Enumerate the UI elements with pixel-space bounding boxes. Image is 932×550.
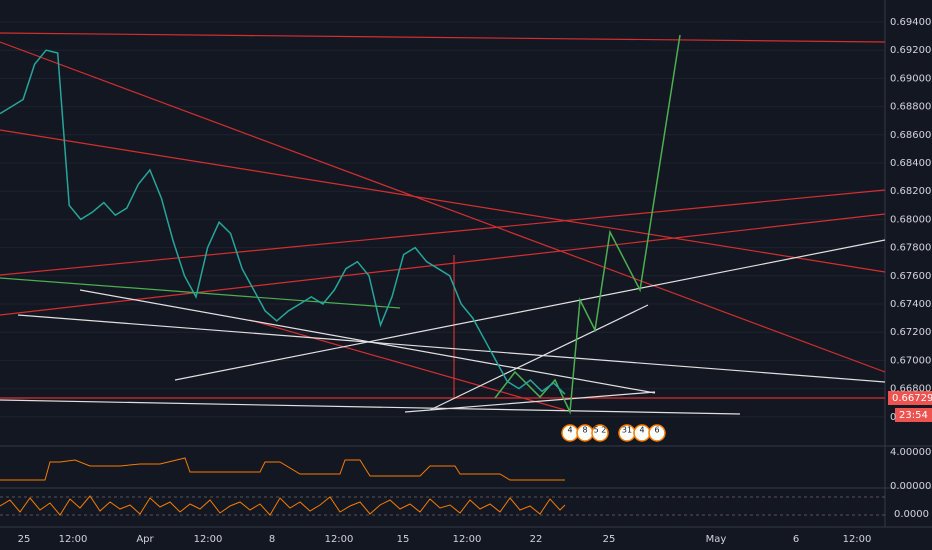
- projection-path: [494, 34, 681, 415]
- price-axis-label: 0.67400: [890, 299, 931, 310]
- current-price: 0.66729: [892, 393, 932, 404]
- trend-line: [249, 319, 566, 411]
- badge-label: 4: [567, 426, 572, 435]
- price-label-bg: [888, 391, 932, 405]
- time-axis-label: Apr: [136, 534, 154, 545]
- countdown-bg: [895, 408, 932, 422]
- time-axis-label: 12:00: [59, 534, 88, 545]
- indicator-axis-label: 4.00000: [890, 447, 931, 458]
- badge-label: 31: [622, 426, 632, 435]
- badge-label: 6: [654, 426, 659, 435]
- price-axis-label: 0.69200: [890, 45, 931, 56]
- price-axis-label: 0.67000: [890, 355, 931, 366]
- time-axis-label: 12:00: [194, 534, 223, 545]
- badge-label: 4: [639, 426, 644, 435]
- price-axis-label: 0.69000: [890, 73, 931, 84]
- trend-line: [0, 213, 886, 316]
- time-axis-label: 12:00: [453, 534, 482, 545]
- indicator-axis-label: 0.00000: [890, 481, 931, 492]
- time-axis-label: 25: [603, 534, 616, 545]
- event-badge: 8: [576, 424, 594, 442]
- time-axis-label: 6: [793, 534, 799, 545]
- event-badge: 31: [618, 424, 636, 442]
- trend-line: [174, 239, 886, 381]
- price-axis-label: 0: [890, 412, 896, 423]
- price-axis-label: 0.66800: [890, 384, 931, 395]
- event-badge: 4: [561, 424, 579, 442]
- time-axis-label: 15: [397, 534, 410, 545]
- price-axis-label: 0.68200: [890, 186, 931, 197]
- price-axis-label: 0.67600: [890, 271, 931, 282]
- indicator-line: [0, 495, 566, 516]
- drawings: [0, 32, 886, 415]
- trend-line: [429, 304, 649, 411]
- time-axis-label: 12:00: [325, 534, 354, 545]
- time-axis-label: 8: [269, 534, 275, 545]
- event-badge: 4: [633, 424, 651, 442]
- indicator-axis-label: 0.0000: [894, 509, 929, 520]
- price-line: [0, 49, 566, 395]
- badge-label: 5 2: [594, 426, 607, 435]
- price-axis-label: 0.69400: [890, 17, 931, 28]
- event-badge: 6: [648, 424, 666, 442]
- trend-line: [0, 41, 886, 373]
- trend-line: [0, 399, 741, 415]
- time-axis-label: 12:00: [843, 534, 872, 545]
- trend-line: [17, 314, 886, 383]
- trend-line: [0, 129, 886, 273]
- countdown: 23:54: [899, 410, 928, 421]
- time-axis-label: 22: [530, 534, 543, 545]
- price-axis-label: 0.67200: [890, 327, 931, 338]
- trend-line: [0, 189, 886, 276]
- price-axis-label: 0.68000: [890, 214, 931, 225]
- price-axis-label: 0.68800: [890, 102, 931, 113]
- trend-line: [0, 32, 886, 43]
- price-axis-label: 0.68600: [890, 130, 931, 141]
- indicator-line: [0, 457, 565, 481]
- trend-line: [404, 391, 656, 413]
- badge-circle: [591, 424, 609, 442]
- time-axis-label: 25: [18, 534, 31, 545]
- price-axis-label: 0.67800: [890, 243, 931, 254]
- badge-label: 8: [582, 426, 587, 435]
- event-badge: 5 2: [591, 424, 609, 442]
- badge-circle: [648, 424, 666, 442]
- trend-line: [0, 277, 401, 309]
- time-axis-label: May: [706, 534, 727, 545]
- price-axis-label: 0.68400: [890, 158, 931, 169]
